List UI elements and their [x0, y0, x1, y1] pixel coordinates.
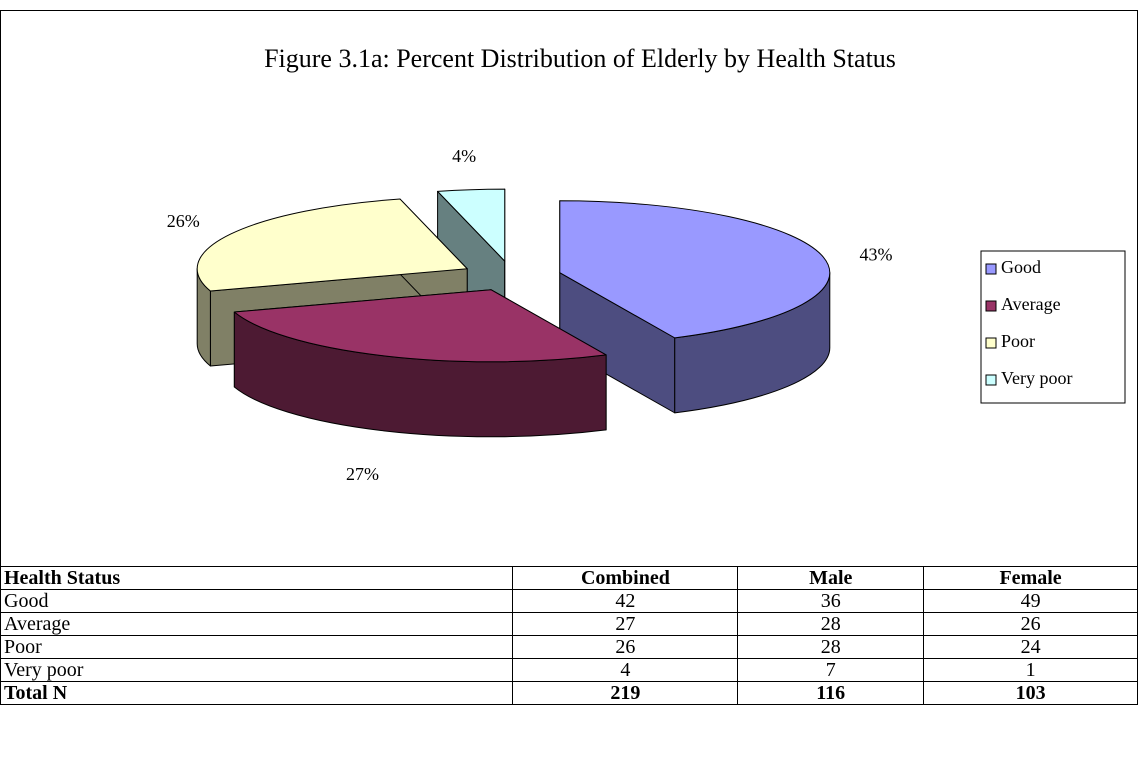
legend-swatch	[985, 337, 997, 349]
table-cell: 27	[512, 612, 739, 636]
header-cell: Health Status	[0, 566, 514, 590]
data-table: Health Status Combined Male Female Good 42 36…	[0, 566, 1138, 705]
legend-label: Poor	[1001, 331, 1035, 351]
table-cell: 4	[512, 658, 739, 682]
header-cell: Female	[923, 566, 1138, 590]
chart-title: Figure 3.1a: Percent Distribution of Eld…	[264, 44, 896, 73]
value-label: 4%	[452, 146, 476, 166]
table-row: Poor 26 28 24	[0, 635, 1138, 659]
slice	[233, 289, 607, 438]
table-cell: Total N	[0, 681, 514, 705]
value-label: 27%	[346, 464, 379, 484]
table-cell: 26	[512, 635, 739, 659]
slice-top	[196, 198, 468, 292]
table-cell: 1	[923, 658, 1138, 682]
table-cell: 116	[737, 681, 925, 705]
chart: Figure 3.1a: Percent Distribution of Eld…	[167, 44, 1126, 484]
table-cell: Very poor	[0, 658, 514, 682]
table-cell: Poor	[0, 635, 514, 659]
legend-swatch	[985, 374, 997, 386]
slice-top	[559, 200, 831, 339]
table-cell: Good	[0, 589, 514, 613]
header-cell: Combined	[512, 566, 739, 590]
chart-area: Figure 3.1a: Percent Distribution of Eld…	[0, 10, 1138, 567]
slice-top	[437, 188, 506, 262]
table-row: Very poor 4 7 1	[0, 658, 1138, 682]
value-label: 43%	[859, 244, 892, 264]
slice	[559, 200, 831, 414]
table-cell: 42	[512, 589, 739, 613]
table-cell: 26	[923, 612, 1138, 636]
table-row: Good 42 36 49	[0, 589, 1138, 613]
table-row: Average 27 28 26	[0, 612, 1138, 636]
table-cell: 49	[923, 589, 1138, 613]
legend-swatch	[985, 263, 997, 275]
table-row: Total N 219 116 103	[0, 681, 1138, 705]
legend-swatch	[985, 300, 997, 312]
header-row: Health Status Combined Male Female	[0, 566, 1138, 590]
legend-label: Good	[1001, 257, 1041, 277]
legend-label: Very poor	[1001, 368, 1072, 388]
table-cell: Average	[0, 612, 514, 636]
table-cell: 36	[737, 589, 925, 613]
table-cell: 219	[512, 681, 739, 705]
table-cell: 7	[737, 658, 925, 682]
table-cell: 103	[923, 681, 1138, 705]
value-label: 26%	[167, 211, 200, 231]
header-cell: Male	[737, 566, 925, 590]
table-cell: 28	[737, 635, 925, 659]
slice-top	[233, 289, 607, 363]
legend-label: Average	[1001, 294, 1061, 314]
legend	[980, 250, 1126, 404]
table-cell: 28	[737, 612, 925, 636]
table-cell: 24	[923, 635, 1138, 659]
